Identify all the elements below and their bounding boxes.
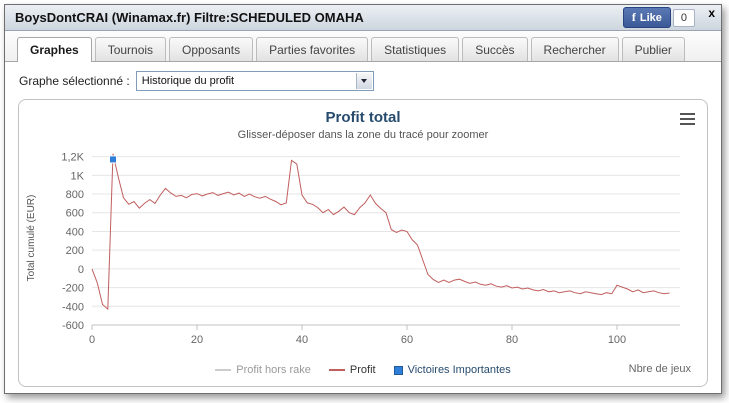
graph-selector-row: Graphe sélectionné : Historique du profi…: [5, 62, 721, 98]
y-tick-label: 400: [66, 226, 84, 238]
graph-select[interactable]: Historique du profit: [135, 71, 374, 91]
window-title: BoysDontCRAI (Winamax.fr) Filtre:SCHEDUL…: [15, 10, 364, 25]
facebook-like-button[interactable]: f Like: [622, 7, 671, 28]
chart-subtitle: Glisser-déposer dans la zone du tracé po…: [237, 129, 489, 141]
line-swatch-icon: [328, 369, 345, 371]
chart-legend: Profit hors rake Profit Victoires Import…: [19, 358, 707, 382]
y-axis-title: Total cumulé (EUR): [26, 195, 37, 282]
x-tick-label: 20: [191, 334, 203, 346]
graph-selector-label: Graphe sélectionné :: [19, 74, 130, 88]
facebook-widget: f Like 0: [622, 7, 695, 28]
legend-label: Victoires Importantes: [407, 364, 511, 376]
legend-item-profit[interactable]: Profit: [328, 364, 376, 376]
line-swatch-icon: [215, 369, 232, 371]
x-tick-label: 0: [89, 334, 95, 346]
tab-tournois[interactable]: Tournois: [94, 37, 167, 61]
tab-rechercher[interactable]: Rechercher: [530, 37, 619, 61]
x-tick-label: 60: [401, 334, 413, 346]
stats-window: x BoysDontCRAI (Winamax.fr) Filtre:SCHED…: [4, 4, 722, 394]
legend-label: Profit hors rake: [236, 364, 311, 376]
tab-parties-favorites[interactable]: Parties favorites: [256, 37, 369, 61]
y-tick-label: -400: [62, 301, 84, 313]
x-tick-label: 40: [296, 334, 308, 346]
facebook-like-label: Like: [639, 11, 662, 24]
chevron-down-icon: [361, 79, 368, 83]
facebook-logo-icon: f: [631, 10, 636, 24]
chart-panel: Profit total Glisser-déposer dans la zon…: [18, 99, 708, 387]
close-icon[interactable]: x: [708, 6, 715, 20]
y-tick-label: 1,2K: [61, 152, 84, 164]
tab-bar: Graphes Tournois Opposants Parties favor…: [5, 31, 721, 62]
graph-select-value: Historique du profit: [141, 75, 235, 87]
legend-item-profit-hors-rake[interactable]: Profit hors rake: [215, 364, 311, 376]
x-tick-label: 80: [506, 334, 518, 346]
chart-title: Profit total: [325, 109, 401, 126]
titlebar: BoysDontCRAI (Winamax.fr) Filtre:SCHEDUL…: [5, 5, 721, 31]
tab-opposants[interactable]: Opposants: [169, 37, 254, 61]
tab-publier[interactable]: Publier: [621, 37, 685, 61]
x-axis-title: Nbre de jeux: [628, 363, 691, 375]
y-tick-label: -600: [62, 320, 84, 332]
legend-label: Profit: [349, 364, 376, 376]
y-tick-label: -200: [62, 283, 84, 295]
y-tick-label: 0: [78, 264, 84, 276]
square-swatch-icon: [393, 365, 403, 375]
profit-chart[interactable]: 1,2K 1K 800 600 400 200 0 -200 -400 -600 0 20 40 60 80…: [20, 145, 706, 357]
series-profit: [91, 153, 670, 311]
y-tick-label: 1K: [71, 170, 85, 182]
tab-statistiques[interactable]: Statistiques: [371, 37, 460, 61]
y-tick-label: 800: [66, 189, 84, 201]
legend-item-victoires-importantes[interactable]: Victoires Importantes: [393, 364, 511, 376]
x-tick-label: 100: [608, 334, 626, 346]
tab-graphes[interactable]: Graphes: [17, 37, 92, 62]
hamburger-menu-icon[interactable]: [680, 110, 695, 128]
y-tick-label: 600: [66, 208, 84, 220]
y-tick-label: 200: [66, 245, 84, 257]
facebook-like-count: 0: [672, 8, 695, 27]
important-win-marker: [109, 155, 117, 164]
tab-succes[interactable]: Succès: [462, 37, 528, 61]
select-arrow-button[interactable]: [355, 73, 372, 89]
chart-footer: Profit hors rake Profit Victoires Import…: [19, 358, 707, 382]
